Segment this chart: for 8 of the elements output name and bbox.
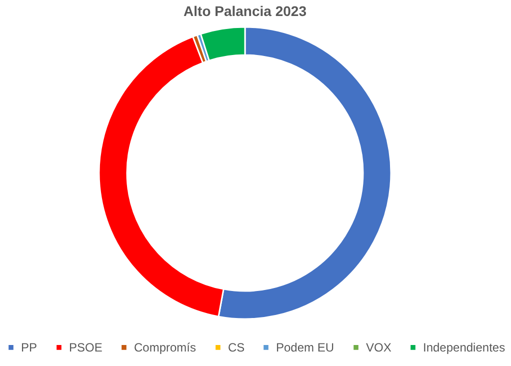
legend-label: Compromís (134, 340, 196, 354)
legend-label: VOX (366, 340, 392, 354)
legend-label: Independientes (423, 340, 506, 354)
legend-label: Podem EU (276, 340, 334, 354)
legend-label: CS (228, 340, 245, 354)
legend-label: PP (21, 340, 38, 354)
chart-title: Alto Palancia 2023 (184, 3, 307, 19)
legend-label: PSOE (69, 340, 102, 354)
